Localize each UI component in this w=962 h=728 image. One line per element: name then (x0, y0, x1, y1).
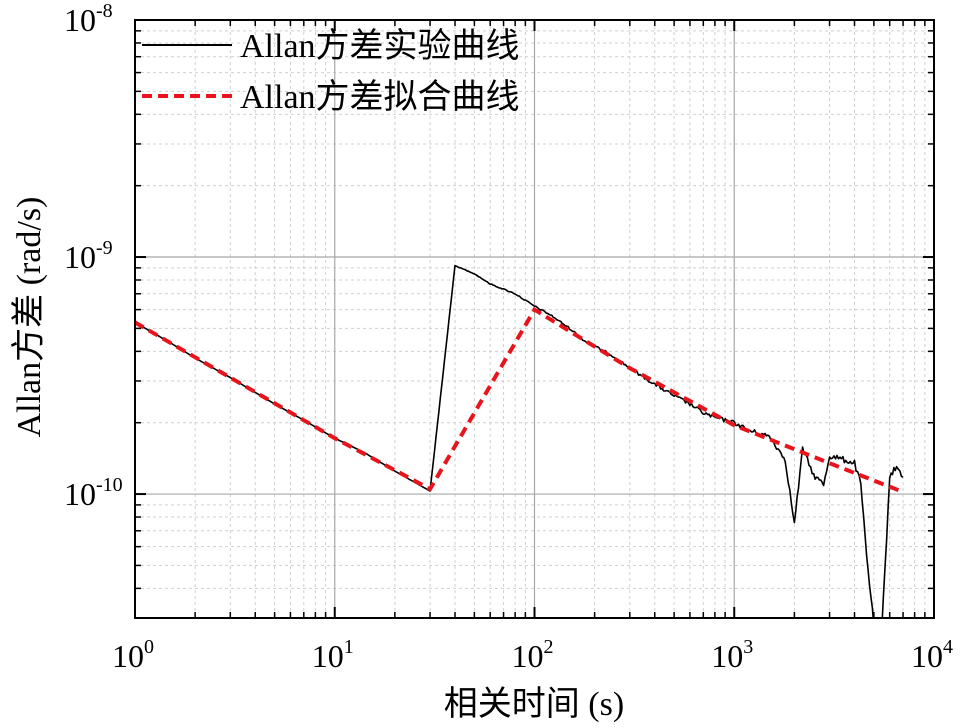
legend-label-fit: Allan方差拟合曲线 (240, 78, 520, 116)
y-tick-label: 10-9 (64, 237, 113, 275)
x-axis-title: 相关时间 (s) (444, 685, 624, 723)
y-axis-title: Allan方差 (rad/s) (10, 197, 48, 438)
fit-series-line (135, 306, 904, 494)
legend-label-experiment: Allan方差实验曲线 (240, 27, 520, 65)
tick-labels: 100 101 102 103 104 10-10 10-9 10-8 (64, 0, 953, 674)
y-tick-label: 10-10 (64, 474, 123, 512)
x-tick-label: 104 (911, 636, 953, 674)
ticks-layer (134, 19, 935, 618)
x-tick-label: 100 (112, 636, 154, 674)
x-tick-label: 101 (312, 636, 354, 674)
y-tick-label: 10-8 (64, 0, 113, 38)
legend: Allan方差实验曲线 Allan方差拟合曲线 (142, 27, 520, 116)
series-layer (135, 264, 904, 618)
major-grid (135, 20, 934, 618)
x-tick-label: 102 (512, 636, 554, 674)
minor-grid (135, 20, 934, 618)
x-tick-label: 103 (711, 636, 753, 674)
